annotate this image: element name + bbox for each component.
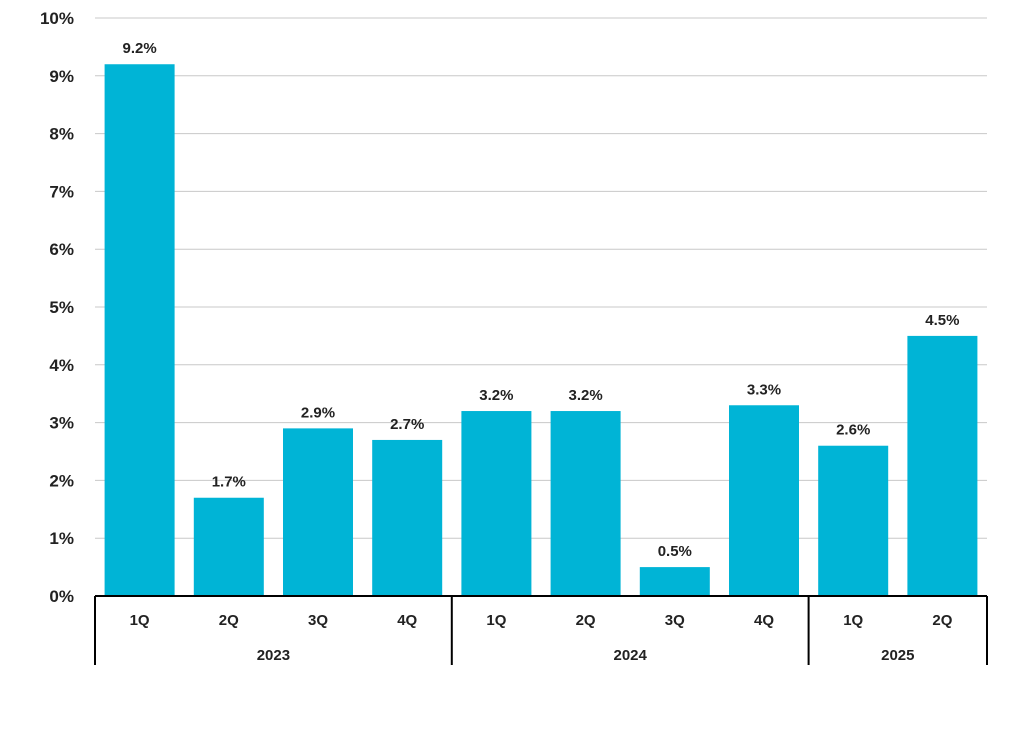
bar xyxy=(729,405,799,596)
category-label: 4Q xyxy=(397,612,417,629)
category-label: 2Q xyxy=(932,612,952,629)
data-label: 1.7% xyxy=(212,474,246,491)
bar xyxy=(639,567,710,596)
data-label: 3.2% xyxy=(568,387,602,404)
y-tick-label: 10% xyxy=(40,9,74,28)
data-label: 0.5% xyxy=(658,543,692,560)
gridlines xyxy=(95,17,987,539)
category-label: 1Q xyxy=(486,612,506,629)
bar xyxy=(193,497,264,596)
data-label: 3.3% xyxy=(747,381,781,398)
category-label: 3Q xyxy=(308,612,328,629)
bar xyxy=(372,439,443,596)
y-tick-label: 8% xyxy=(49,125,74,144)
category-label: 4Q xyxy=(754,612,774,629)
y-tick-label: 4% xyxy=(49,356,74,375)
category-label: 1Q xyxy=(130,612,150,629)
y-tick-label: 2% xyxy=(49,471,74,490)
group-label: 2023 xyxy=(257,647,290,664)
category-label: 2Q xyxy=(219,612,239,629)
bar xyxy=(461,411,532,596)
y-tick-label: 0% xyxy=(49,587,74,606)
y-tick-label: 1% xyxy=(49,529,74,548)
group-label: 2025 xyxy=(881,647,914,664)
data-labels: 9.2% 1.7% 2.9% 2.7% 3.2% 3.2% 0.5% 3.3% 2.6% 4.5% xyxy=(122,40,959,560)
data-label: 3.2% xyxy=(479,387,513,404)
bar xyxy=(818,445,889,596)
y-axis-tick-labels: 0% 1% 2% 3% 4% 5% 6% 7% 8% 9% 10% xyxy=(40,9,74,606)
y-tick-label: 5% xyxy=(49,298,74,317)
data-label: 9.2% xyxy=(122,40,156,57)
bar xyxy=(104,64,175,597)
data-label: 2.6% xyxy=(836,422,870,439)
category-label: 3Q xyxy=(665,612,685,629)
bar xyxy=(907,335,978,596)
data-label: 2.9% xyxy=(301,404,335,421)
data-label: 2.7% xyxy=(390,416,424,433)
x-axis: 1Q 2Q 3Q 4Q 1Q 2Q 3Q 4Q 1Q 2Q 2023 2024 2025 xyxy=(94,595,988,665)
group-label: 2024 xyxy=(614,647,648,664)
data-label: 4.5% xyxy=(925,312,959,329)
y-tick-label: 9% xyxy=(49,67,74,86)
bar xyxy=(283,428,353,596)
y-tick-label: 7% xyxy=(49,182,74,201)
bar xyxy=(550,411,621,596)
y-tick-label: 6% xyxy=(49,240,74,259)
y-tick-label: 3% xyxy=(49,414,74,433)
category-label: 2Q xyxy=(576,612,596,629)
bars xyxy=(104,64,978,597)
category-label: 1Q xyxy=(843,612,863,629)
